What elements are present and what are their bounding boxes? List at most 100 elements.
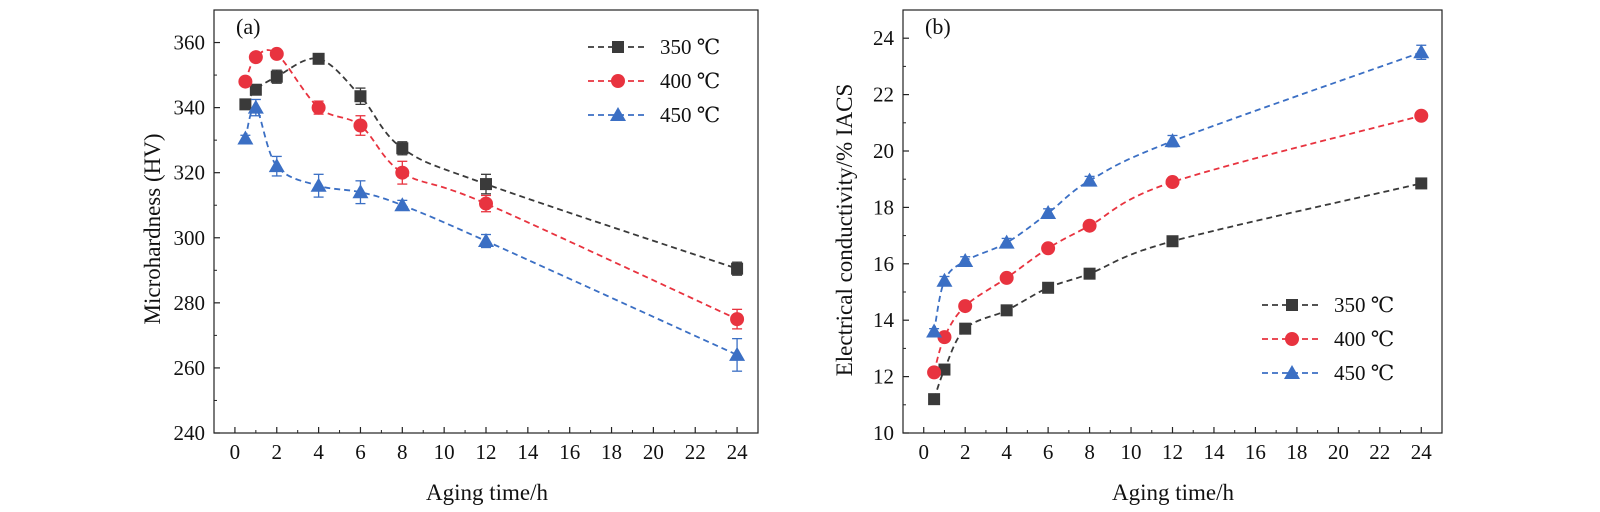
panel-a-x-tick-label: 8 bbox=[397, 440, 408, 464]
panel-a-data-point bbox=[249, 83, 262, 96]
panel-b-data-point bbox=[1413, 44, 1430, 59]
panel-b-legend-label: 350 ℃ bbox=[1334, 293, 1394, 317]
panel-b-legend-label: 450 ℃ bbox=[1334, 361, 1394, 385]
panel-a-y-tick-label: 240 bbox=[174, 421, 206, 445]
panel-a-data-point bbox=[238, 74, 253, 89]
panel-b-y-tick-label: 16 bbox=[873, 252, 894, 276]
panel-a-data-point bbox=[479, 196, 493, 211]
panel-a-y-tick-label: 360 bbox=[174, 31, 206, 55]
panel-b-legend-marker bbox=[1286, 299, 1298, 311]
panel-a-data-point bbox=[239, 98, 252, 111]
panel-b-x-tick-label: 4 bbox=[1001, 440, 1012, 464]
panel-b-y-tick-label: 22 bbox=[873, 83, 894, 107]
panel-a-legend-marker bbox=[611, 74, 625, 88]
panel-a-x-axis-title: Aging time/h bbox=[426, 480, 549, 505]
panel-a-y-tick-label: 340 bbox=[174, 96, 206, 120]
panel-b-data-point bbox=[1082, 218, 1097, 233]
panel-b-series-line bbox=[933, 51, 1422, 332]
panel-a-data-point bbox=[247, 99, 264, 114]
panel-b-data-point bbox=[1166, 235, 1179, 248]
panel-b-data-point bbox=[1000, 304, 1013, 317]
panel-a-series-1 bbox=[239, 52, 744, 276]
panel-a-data-point bbox=[729, 346, 746, 361]
panel-b-x-tick-label: 2 bbox=[960, 440, 971, 464]
panel-a-y-tick-label: 300 bbox=[174, 226, 206, 250]
panel-a-legend-marker bbox=[610, 107, 626, 121]
panel-a-x-tick-label: 20 bbox=[643, 440, 664, 464]
panel-a-y-tick-label: 280 bbox=[174, 291, 206, 315]
panel-a-y-axis-title: Microhardness (HV) bbox=[140, 134, 165, 325]
panel-a-data-point bbox=[270, 70, 283, 83]
panel-a-data-point bbox=[268, 158, 285, 173]
panel-a-data-point bbox=[730, 312, 745, 327]
panel-a-y-tick-label: 260 bbox=[174, 356, 206, 380]
panel-b-legend-label: 400 ℃ bbox=[1334, 327, 1394, 351]
panel-a-data-point bbox=[354, 90, 367, 103]
panel-a-series-2 bbox=[238, 46, 745, 330]
panel-b-x-axis-title: Aging time/h bbox=[1112, 480, 1235, 505]
panel-a: (a) Aging time/h Microhardness (HV) 350 … bbox=[140, 9, 759, 505]
panel-a-data-point bbox=[731, 262, 744, 275]
panel-b-data-point bbox=[1165, 175, 1180, 190]
panel-b-y-tick-label: 12 bbox=[873, 365, 894, 389]
panel-b-x-tick-label: 10 bbox=[1121, 440, 1142, 464]
panel-a-data-point bbox=[352, 184, 369, 199]
panel-a-legend-label: 350 ℃ bbox=[660, 35, 720, 59]
panel-b-tag: (b) bbox=[925, 14, 951, 39]
panel-b-data-point bbox=[1041, 241, 1056, 256]
panel-b-y-axis-title: Electrical conductivity/% IACS bbox=[832, 84, 857, 377]
panel-b-x-tick-label: 16 bbox=[1245, 440, 1266, 464]
panel-b-y-tick-label: 18 bbox=[873, 195, 894, 219]
panel-b-data-point bbox=[927, 365, 942, 380]
panel-b-x-tick-label: 6 bbox=[1043, 440, 1054, 464]
panel-a-data-point bbox=[394, 197, 411, 212]
panel-b-x-tick-label: 24 bbox=[1411, 440, 1433, 464]
panel-b-data-point bbox=[1164, 133, 1181, 148]
panel-a-x-tick-label: 2 bbox=[272, 440, 283, 464]
panel-b-data-point bbox=[926, 323, 943, 338]
panel-a-x-tick-label: 14 bbox=[517, 440, 539, 464]
panel-b-legend: 350 ℃ 400 ℃ 450 ℃ bbox=[1262, 293, 1394, 385]
panel-a-legend-label: 450 ℃ bbox=[660, 103, 720, 127]
panel-a-legend: 350 ℃ 400 ℃ 450 ℃ bbox=[588, 35, 720, 127]
panel-a-data-point bbox=[312, 52, 325, 65]
panel-a-data-point bbox=[248, 50, 263, 65]
panel-a-legend-label: 400 ℃ bbox=[660, 69, 720, 93]
panel-a-x-tick-label: 18 bbox=[601, 440, 622, 464]
panel-b-data-point bbox=[959, 322, 972, 335]
panel-b-data-point bbox=[1414, 108, 1429, 123]
panel-b-series-2 bbox=[927, 108, 1429, 380]
panel-a-series-3 bbox=[237, 98, 746, 372]
panel-a-x-tick-label: 16 bbox=[559, 440, 580, 464]
panel-a-data-point bbox=[310, 177, 327, 192]
panel-a-data-point bbox=[480, 178, 492, 191]
panel-b-data-point bbox=[937, 330, 952, 345]
panel-a-data-point bbox=[396, 142, 409, 155]
panel-b-data-point bbox=[1083, 267, 1096, 280]
panel-b-data-point bbox=[936, 272, 953, 287]
panel-b-y-tick-label: 10 bbox=[873, 421, 894, 445]
panel-a-data-point bbox=[478, 233, 494, 248]
panel-b-x-tick-label: 0 bbox=[918, 440, 929, 464]
panel-a-legend-marker bbox=[612, 41, 624, 53]
panel-b-series-3 bbox=[926, 44, 1430, 338]
panel-b-x-tick-label: 8 bbox=[1084, 440, 1095, 464]
panel-b-data-point bbox=[938, 363, 951, 376]
panel-a-x-tick-label: 22 bbox=[685, 440, 706, 464]
panel-a-data-point bbox=[311, 100, 326, 115]
panel-b-data-point bbox=[1042, 281, 1055, 294]
panel-a-data-point bbox=[395, 165, 410, 180]
panel-b-x-tick-label: 12 bbox=[1162, 440, 1183, 464]
panel-b: (b) Aging time/h Electrical conductivity… bbox=[832, 9, 1443, 505]
panel-a-x-tick-label: 6 bbox=[355, 440, 366, 464]
panel-a-series-line bbox=[244, 106, 738, 356]
panel-a-x-tick-label: 4 bbox=[313, 440, 324, 464]
panel-b-data-point bbox=[1415, 177, 1428, 190]
panel-b-x-tick-label: 22 bbox=[1369, 440, 1390, 464]
panel-a-data-point bbox=[269, 46, 284, 61]
panel-a-y-tick-label: 320 bbox=[174, 161, 206, 185]
panel-a-tag: (a) bbox=[236, 14, 260, 39]
panel-b-y-tick-label: 24 bbox=[873, 26, 895, 50]
panel-a-data-point bbox=[237, 130, 254, 145]
